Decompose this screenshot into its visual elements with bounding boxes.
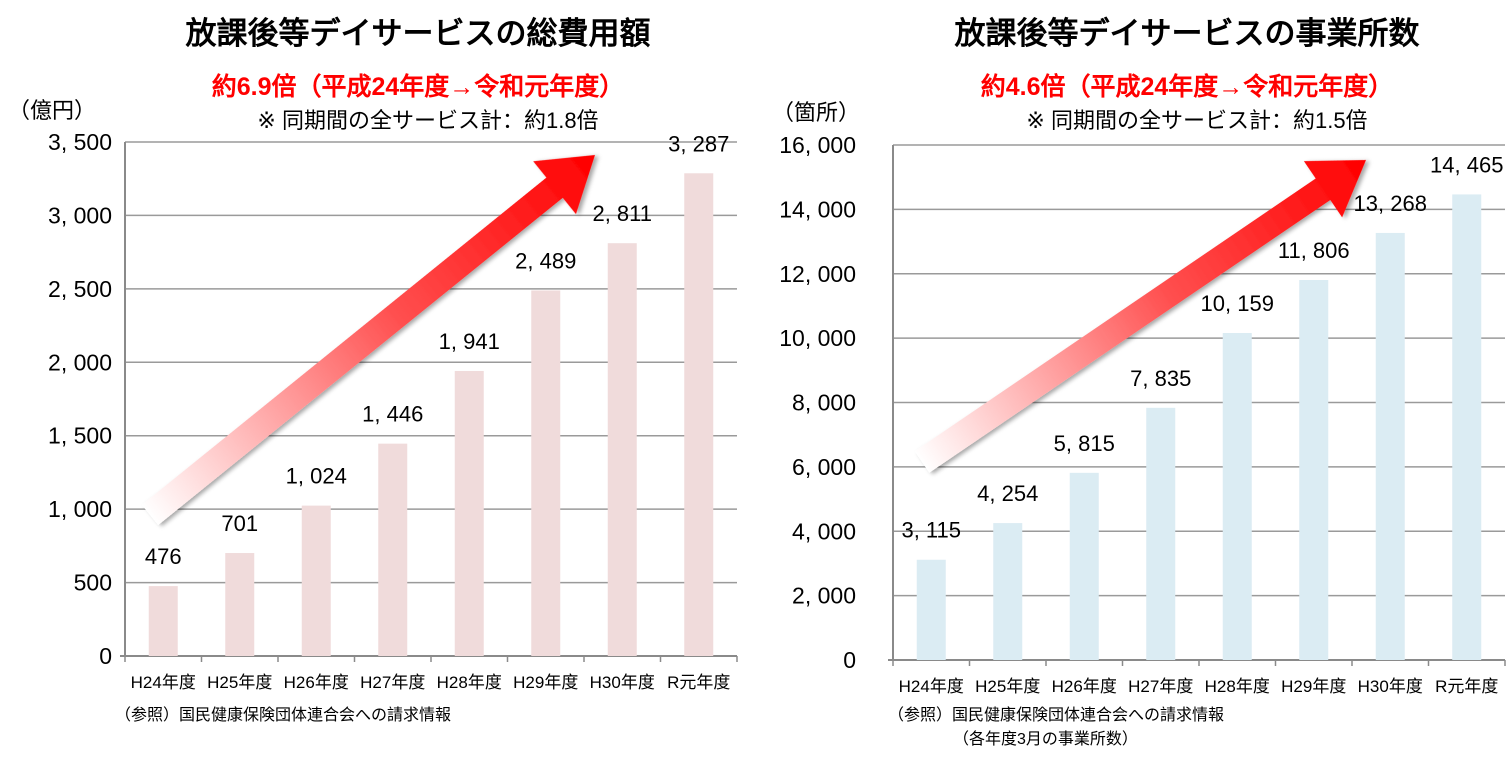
source-note: （参照）国民健康保険団体連合会への請求情報 xyxy=(115,706,451,724)
bar xyxy=(684,173,714,656)
y-tick-label: 1, 000 xyxy=(48,496,112,522)
x-tick-label: H29年度 xyxy=(513,673,578,692)
x-tick-label: H30年度 xyxy=(590,673,655,692)
x-tick-label: H26年度 xyxy=(1052,677,1117,696)
y-tick-label: 16, 000 xyxy=(779,132,856,158)
y-tick-label: 500 xyxy=(74,570,112,596)
bar xyxy=(454,370,484,656)
y-tick-label: 14, 000 xyxy=(779,196,856,222)
y-tick-label: 0 xyxy=(843,647,856,673)
bar xyxy=(1452,194,1482,660)
x-tick-label: H24年度 xyxy=(899,677,964,696)
x-tick-label: H27年度 xyxy=(360,673,425,692)
x-tick-label: H25年度 xyxy=(207,673,272,692)
bar xyxy=(531,290,561,656)
x-tick-label: R元年度 xyxy=(667,673,730,692)
x-tick-label: H30年度 xyxy=(1358,677,1423,696)
y-tick-label: 12, 000 xyxy=(779,261,856,287)
trend-arrow xyxy=(141,155,595,526)
y-tick-label: 8, 000 xyxy=(792,390,856,416)
data-label: 13, 268 xyxy=(1354,191,1427,216)
x-tick-label: H27年度 xyxy=(1128,677,1193,696)
bar xyxy=(1375,232,1405,660)
chart-subtitle: 約4.6倍（平成24年度→令和元年度） xyxy=(981,72,1394,101)
data-label: 1, 446 xyxy=(362,402,423,427)
y-tick-label: 2, 000 xyxy=(48,349,112,375)
y-tick-label: 1, 500 xyxy=(48,423,112,449)
chart-total-cost: 放課後等デイサービスの総費用額 約6.9倍（平成24年度→令和元年度） ※ 同期… xyxy=(8,16,738,724)
y-axis-label: （箇所） xyxy=(772,100,860,125)
data-label: 2, 489 xyxy=(515,248,576,273)
chart-subtitle: 約6.9倍（平成24年度→令和元年度） xyxy=(212,72,625,101)
data-label: 5, 815 xyxy=(1054,431,1115,456)
y-tick-label: 0 xyxy=(99,643,112,669)
x-tick-label: H25年度 xyxy=(975,677,1040,696)
source-note: （参照）国民健康保険団体連合会への請求情報 xyxy=(888,706,1224,724)
x-tick-label: H26年度 xyxy=(284,673,349,692)
y-tick-label: 10, 000 xyxy=(779,325,856,351)
data-label: 1, 941 xyxy=(439,329,500,354)
data-label: 7, 835 xyxy=(1130,366,1191,391)
bar xyxy=(225,553,255,656)
y-tick-label: 3, 500 xyxy=(48,129,112,155)
x-tick-label: H28年度 xyxy=(437,673,502,692)
data-label: 3, 115 xyxy=(901,518,961,543)
plot-area: 0 2, 000 4, 000 6, 000 8, 000 10, 000 12, 000 1… xyxy=(779,132,1506,696)
data-label: 3, 287 xyxy=(668,131,729,156)
bar xyxy=(1299,279,1329,660)
chart-title: 放課後等デイサービスの事業所数 xyxy=(954,16,1420,51)
chart-office-count: 放課後等デイサービスの事業所数 約4.6倍（平成24年度→令和元年度） ※ 同期… xyxy=(772,16,1506,748)
data-label: 1, 024 xyxy=(286,464,347,489)
data-label: 476 xyxy=(145,544,182,569)
x-tick-label: H24年度 xyxy=(131,673,196,692)
bar xyxy=(1146,407,1176,660)
bar xyxy=(1222,333,1252,660)
bar xyxy=(1069,472,1099,660)
y-tick-label: 4, 000 xyxy=(792,518,856,544)
bar xyxy=(607,243,637,656)
data-label: 701 xyxy=(221,511,258,536)
plot-area: 0 500 1, 000 1, 500 2, 000 2, 500 3, 000 3, 500… xyxy=(48,129,738,692)
bar xyxy=(148,586,178,656)
data-label: 14, 465 xyxy=(1430,152,1503,177)
chart-title: 放課後等デイサービスの総費用額 xyxy=(185,16,651,51)
source-sub-note: （各年度3月の事業所数） xyxy=(953,730,1138,748)
bar xyxy=(378,443,408,656)
data-label: 4, 254 xyxy=(977,481,1038,506)
trend-arrow xyxy=(914,160,1367,473)
y-axis-label: （億円） xyxy=(8,98,96,123)
y-tick-label: 2, 000 xyxy=(792,583,856,609)
x-tick-label: R元年度 xyxy=(1435,677,1498,696)
y-tick-label: 3, 000 xyxy=(48,202,112,228)
data-label: 10, 159 xyxy=(1201,291,1274,316)
data-label: 2, 811 xyxy=(592,201,652,226)
bar xyxy=(916,559,946,660)
chart-note: ※ 同期間の全サービス計：約1.5倍 xyxy=(1026,108,1367,133)
chart-note: ※ 同期間の全サービス計：約1.8倍 xyxy=(257,108,598,133)
bar xyxy=(993,523,1023,660)
x-tick-label: H28年度 xyxy=(1205,677,1270,696)
x-tick-label: H29年度 xyxy=(1281,677,1346,696)
bar xyxy=(301,505,331,656)
y-tick-label: 2, 500 xyxy=(48,276,112,302)
y-tick-label: 6, 000 xyxy=(792,454,856,480)
data-label: 11, 806 xyxy=(1278,238,1350,263)
